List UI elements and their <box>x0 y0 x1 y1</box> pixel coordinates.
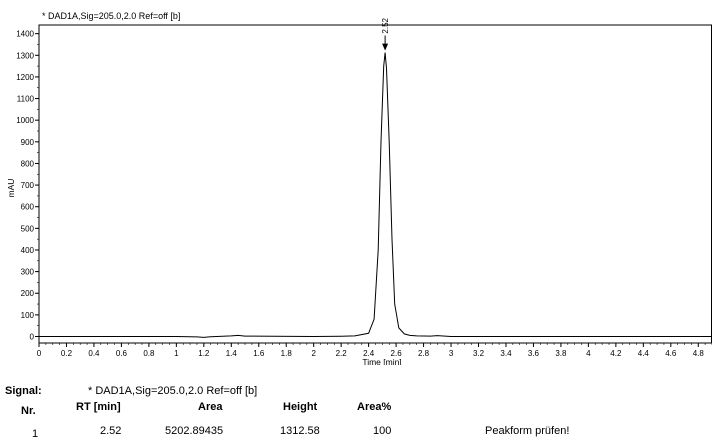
x-tick-label: 1.2 <box>198 349 210 358</box>
x-tick-label: 4.2 <box>610 349 622 358</box>
x-tick-label: 2 <box>311 349 316 358</box>
x-tick-label: 1.8 <box>281 349 293 358</box>
y-tick-label: 400 <box>21 246 35 255</box>
x-tick-label: 0 <box>37 349 42 358</box>
cell-area: 5202.89435 <box>165 425 224 437</box>
y-tick-label: 600 <box>21 203 35 212</box>
x-tick-label: 1 <box>174 349 179 358</box>
x-tick-label: 2.6 <box>391 349 403 358</box>
y-tick-label: 200 <box>21 289 35 298</box>
cell-note: Peakform prüfen! <box>485 425 570 437</box>
signal-label: Signal: <box>5 385 42 397</box>
x-tick-label: 3.6 <box>528 349 540 358</box>
x-tick-label: 3.4 <box>500 349 512 358</box>
cell-areapct: 100 <box>373 425 392 437</box>
y-tick-label: 700 <box>21 181 35 190</box>
x-axis-label: Time [min] <box>362 357 401 365</box>
x-tick-label: 3 <box>449 349 454 358</box>
x-tick-label: 1.6 <box>253 349 265 358</box>
cell-rt: 2.52 <box>100 425 122 437</box>
header-height: Height <box>283 401 318 413</box>
y-tick-label: 500 <box>21 224 35 233</box>
y-tick-label: 1300 <box>16 51 34 60</box>
chart-axes: 0100200300400500600700800900100011001200… <box>16 24 712 358</box>
x-tick-label: 4.8 <box>693 349 705 358</box>
x-tick-label: 4.6 <box>665 349 677 358</box>
y-axis-label: mAU <box>6 179 16 198</box>
header-areapct: Area% <box>357 401 392 413</box>
y-tick-label: 300 <box>21 268 35 277</box>
y-tick-label: 800 <box>21 159 35 168</box>
x-tick-label: 4 <box>586 349 591 358</box>
y-tick-label: 1200 <box>16 73 34 82</box>
y-tick-label: 1000 <box>16 116 34 125</box>
peak-label: 2.52 <box>381 17 390 33</box>
peak-marker-arrow <box>382 43 389 51</box>
x-tick-label: 4.4 <box>638 349 650 358</box>
header-rt: RT [min] <box>76 401 121 413</box>
x-tick-label: 2.2 <box>336 349 348 358</box>
x-tick-label: 0.8 <box>143 349 155 358</box>
y-tick-label: 1400 <box>16 30 34 39</box>
x-tick-label: 2.4 <box>363 349 375 358</box>
header-area: Area <box>198 401 223 413</box>
x-tick-label: 2.8 <box>418 349 430 358</box>
cell-height: 1312.58 <box>280 425 320 437</box>
signal-value: * DAD1A,Sig=205.0,2.0 Ref=off [b] <box>88 385 258 397</box>
x-tick-label: 0.2 <box>61 349 73 358</box>
x-tick-label: 3.8 <box>555 349 567 358</box>
x-tick-label: 3.2 <box>473 349 485 358</box>
x-tick-label: 0.6 <box>116 349 128 358</box>
y-tick-label: 900 <box>21 138 35 147</box>
y-tick-label: 1100 <box>17 95 35 104</box>
chart-title: * DAD1A,Sig=205.0,2.0 Ref=off [b] <box>42 11 180 21</box>
chromatogram-chart: * DAD1A,Sig=205.0,2.0 Ref=off [b] 010020… <box>6 11 712 365</box>
chart-series <box>39 52 712 338</box>
x-tick-label: 0.4 <box>88 349 100 358</box>
chromatogram-line <box>39 52 712 338</box>
x-tick-label: 1.4 <box>226 349 238 358</box>
cell-nr: 1 <box>32 428 39 440</box>
header-nr: Nr. <box>21 405 36 417</box>
y-tick-label: 100 <box>21 311 35 320</box>
chart-annotations: 2.52 <box>381 17 390 51</box>
y-tick-label: 0 <box>30 333 35 342</box>
